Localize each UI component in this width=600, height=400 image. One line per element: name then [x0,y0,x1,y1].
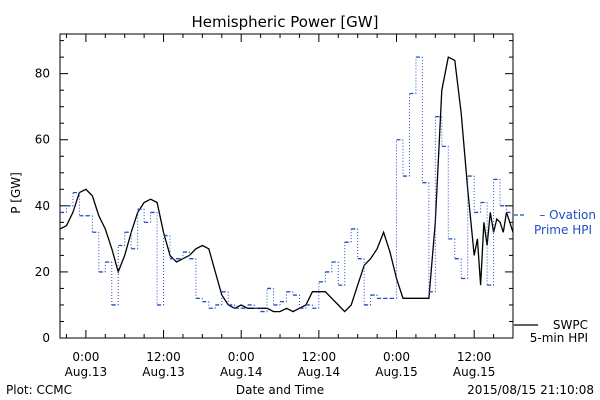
series-layer [59,56,514,313]
y-tick-label: 60 [35,133,50,147]
x-tick-time-label: 0:00 [72,350,99,364]
ovation-legend-label-1: – Ovation [539,208,596,222]
x-tick-date-label: Aug.15 [375,365,418,379]
x-tick-date-label: Aug.13 [65,365,108,379]
x-axis-label: Date and Time [236,383,324,397]
swpc-hpi-line [59,56,514,313]
y-tick-label: 40 [35,199,50,213]
plot-credit: Plot: CCMC [6,383,72,397]
swpc-legend-label-2: 5-min HPI [530,331,588,345]
x-tick-time-label: 12:00 [457,350,492,364]
x-tick-time-label: 12:00 [146,350,181,364]
y-tick-label: 80 [35,67,50,81]
y-tick-label: 20 [35,265,50,279]
swpc-legend-label-1: SWPC [553,318,588,332]
axes: 0204060800:00Aug.1312:00Aug.130:00Aug.14… [35,33,514,379]
x-tick-date-label: Aug.13 [142,365,185,379]
plot-frame [59,33,514,339]
x-tick-date-label: Aug.15 [453,365,496,379]
plot-timestamp: 2015/08/15 21:10:08 [467,383,594,397]
chart-title: Hemispheric Power [GW] [192,13,379,31]
y-tick-label: 0 [42,331,50,345]
x-tick-time-label: 0:00 [383,350,410,364]
x-tick-time-label: 12:00 [302,350,337,364]
ovation-legend-label-2: Prime HPI [534,223,592,237]
y-axis-label: P [GW] [9,172,23,214]
x-tick-time-label: 0:00 [228,350,255,364]
x-tick-date-label: Aug.14 [220,365,263,379]
x-tick-date-label: Aug.14 [298,365,341,379]
